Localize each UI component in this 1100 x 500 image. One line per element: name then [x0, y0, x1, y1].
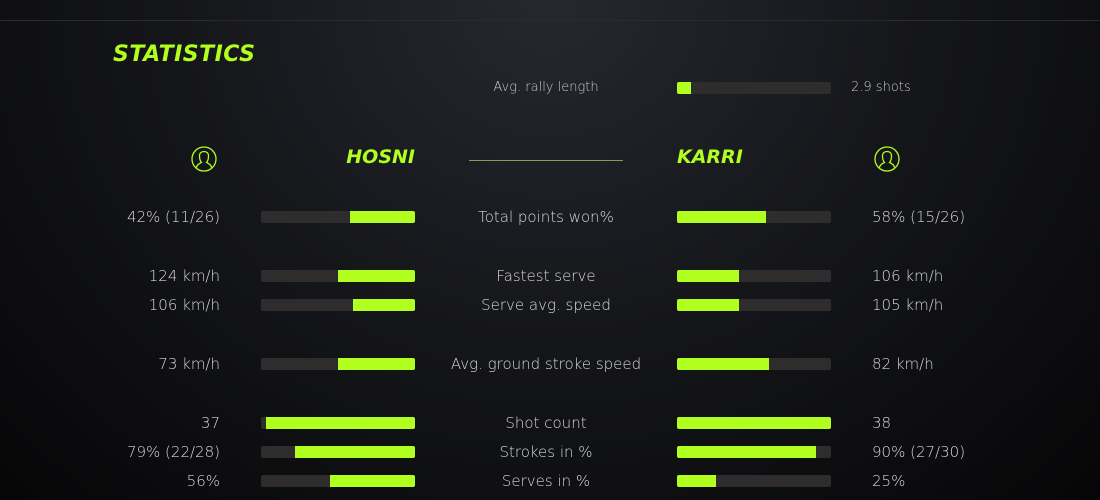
- stat-label: Shot count: [505, 414, 587, 432]
- rally-value: 2.9 shots: [851, 80, 911, 95]
- stat-label: Total points won%: [478, 208, 614, 226]
- stat-row: 56% Serves in % 25%: [0, 471, 1100, 491]
- top-divider: [0, 20, 1100, 21]
- right-value: 106 km/h: [872, 267, 944, 285]
- left-bar: [261, 211, 415, 223]
- right-bar-fill: [677, 299, 739, 311]
- left-bar: [261, 358, 415, 370]
- right-bar: [677, 475, 831, 487]
- left-bar-fill: [330, 475, 415, 487]
- right-bar: [677, 270, 831, 282]
- right-value: 90% (27/30): [872, 443, 966, 461]
- right-bar-fill: [677, 446, 816, 458]
- stat-label: Fastest serve: [496, 267, 596, 285]
- stat-label: Serves in %: [501, 472, 591, 490]
- left-value: 56%: [186, 472, 220, 490]
- right-bar: [677, 446, 831, 458]
- left-bar-fill: [350, 211, 415, 223]
- right-bar-fill: [677, 358, 770, 370]
- left-value: 37: [200, 414, 220, 432]
- stat-label: Serve avg. speed: [481, 296, 611, 314]
- left-bar: [261, 299, 415, 311]
- stat-row: 79% (22/28) Strokes in % 90% (27/30): [0, 442, 1100, 462]
- user-icon: [874, 146, 900, 172]
- right-value: 25%: [872, 472, 906, 490]
- right-value: 105 km/h: [872, 296, 944, 314]
- right-bar: [677, 211, 831, 223]
- rally-bar-fill: [677, 82, 691, 94]
- left-value: 79% (22/28): [126, 443, 220, 461]
- stat-row: 42% (11/26) Total points won% 58% (15/26…: [0, 207, 1100, 227]
- stat-row: 124 km/h Fastest serve 106 km/h: [0, 266, 1100, 286]
- left-bar: [261, 417, 415, 429]
- stat-label: Avg. ground stroke speed: [450, 355, 642, 373]
- right-bar: [677, 417, 831, 429]
- right-value: 38: [872, 414, 892, 432]
- right-value: 82 km/h: [872, 355, 934, 373]
- right-bar-fill: [677, 475, 716, 487]
- right-value: 58% (15/26): [872, 208, 966, 226]
- right-bar-fill: [677, 270, 739, 282]
- right-bar-fill: [677, 211, 767, 223]
- left-bar-fill: [265, 417, 415, 429]
- left-bar: [261, 270, 415, 282]
- right-bar-fill: [677, 417, 831, 429]
- left-bar: [261, 446, 415, 458]
- rally-bar: [677, 82, 831, 94]
- rally-label: Avg. rally length: [493, 80, 599, 95]
- stat-row: 37 Shot count 38: [0, 413, 1100, 433]
- left-bar: [261, 475, 415, 487]
- left-bar-fill: [338, 358, 415, 370]
- user-icon: [191, 146, 217, 172]
- left-value: 124 km/h: [148, 267, 220, 285]
- left-value: 42% (11/26): [126, 208, 220, 226]
- stat-label: Strokes in %: [499, 443, 593, 461]
- left-bar-fill: [294, 446, 415, 458]
- left-bar-fill: [353, 299, 415, 311]
- left-bar-fill: [338, 270, 415, 282]
- rally-row: Avg. rally length 2.9 shots: [0, 78, 1100, 98]
- right-bar: [677, 299, 831, 311]
- left-value: 73 km/h: [158, 355, 220, 373]
- stat-row: 73 km/h Avg. ground stroke speed 82 km/h: [0, 354, 1100, 374]
- player-left-name: HOSNI: [346, 146, 415, 168]
- page-title: STATISTICS: [113, 42, 256, 67]
- header-divider: [469, 160, 623, 161]
- right-bar: [677, 358, 831, 370]
- stat-row: 106 km/h Serve avg. speed 105 km/h: [0, 295, 1100, 315]
- left-value: 106 km/h: [148, 296, 220, 314]
- player-right-name: KARRI: [677, 146, 743, 168]
